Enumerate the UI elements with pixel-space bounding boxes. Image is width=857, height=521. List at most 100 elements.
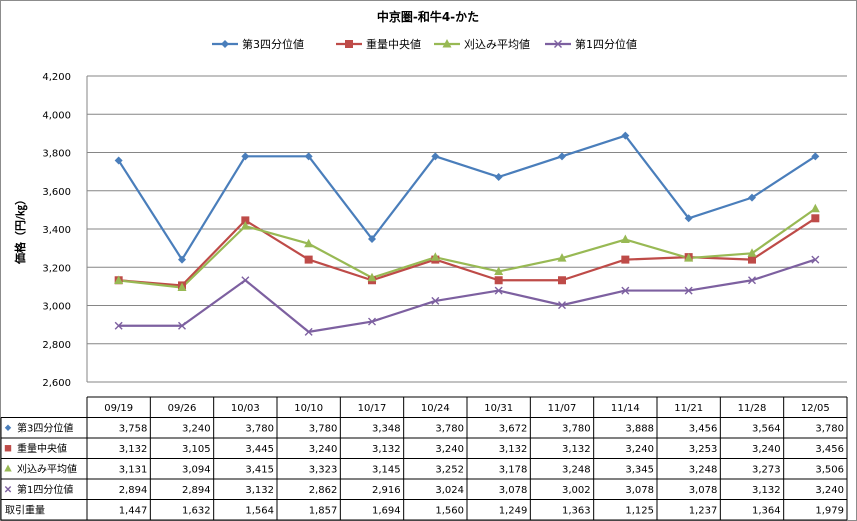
data-point bbox=[177, 282, 187, 292]
data-point bbox=[494, 266, 504, 275]
table-cell: 3,445 bbox=[245, 444, 274, 455]
data-point bbox=[240, 221, 250, 230]
table-cell: 3,105 bbox=[182, 444, 211, 455]
table-cell: 3,132 bbox=[499, 444, 528, 455]
data-point bbox=[494, 286, 503, 295]
data-point bbox=[430, 252, 440, 261]
data-point bbox=[304, 152, 313, 161]
table-cell: 1,125 bbox=[625, 506, 654, 517]
table-cell: 3,240 bbox=[309, 444, 338, 455]
x-tick-label: 12/05 bbox=[801, 403, 830, 414]
data-point bbox=[810, 203, 820, 213]
table-cell: 3,078 bbox=[625, 485, 654, 496]
data-point bbox=[304, 255, 313, 264]
table-row-label: 取引重量 bbox=[5, 504, 45, 517]
table-cell: 1,447 bbox=[119, 506, 148, 517]
data-point bbox=[621, 286, 630, 295]
y-tick-label: 2,800 bbox=[42, 340, 71, 351]
table-cell: 3,564 bbox=[752, 424, 781, 435]
data-point bbox=[114, 156, 123, 165]
table-cell: 3,240 bbox=[182, 424, 211, 435]
data-point bbox=[304, 327, 313, 336]
series-line-1 bbox=[117, 134, 816, 261]
data-point bbox=[368, 234, 376, 243]
table-cell: 1,632 bbox=[182, 506, 211, 517]
data-point bbox=[558, 152, 566, 161]
data-point bbox=[748, 193, 756, 202]
data-point bbox=[684, 253, 694, 262]
table-cell: 3,456 bbox=[815, 444, 844, 455]
table-cell: 3,078 bbox=[499, 485, 528, 496]
data-point bbox=[811, 214, 820, 223]
data-point bbox=[442, 39, 452, 48]
y-tick-label: 3,200 bbox=[42, 263, 71, 274]
x-tick-label: 11/07 bbox=[548, 403, 577, 414]
x-tick-label: 11/14 bbox=[611, 403, 640, 414]
y-tick-label: 4,200 bbox=[42, 72, 71, 83]
data-point bbox=[367, 272, 377, 282]
data-point bbox=[621, 131, 630, 140]
data-point bbox=[557, 253, 567, 262]
data-point bbox=[345, 40, 353, 48]
y-tick-label: 3,800 bbox=[42, 149, 71, 160]
table-cell: 1,363 bbox=[562, 506, 591, 517]
legend-item: 第3四分位値 bbox=[212, 37, 304, 51]
table-cell: 3,002 bbox=[562, 485, 591, 496]
table-cell: 3,780 bbox=[562, 424, 591, 435]
table-cell: 3,273 bbox=[752, 465, 781, 476]
data-point bbox=[178, 255, 186, 264]
table-cell: 3,240 bbox=[625, 444, 654, 455]
legend-label: 第1四分位値 bbox=[575, 37, 637, 51]
data-point bbox=[747, 248, 757, 257]
table-cell: 3,132 bbox=[119, 444, 148, 455]
data-point bbox=[241, 152, 250, 161]
legend-label: 重量中央値 bbox=[366, 37, 421, 51]
data-point bbox=[748, 276, 756, 285]
x-tick-label: 10/10 bbox=[294, 403, 323, 414]
data-point bbox=[431, 152, 440, 161]
table-cell: 1,249 bbox=[499, 506, 528, 517]
table-cell: 3,758 bbox=[119, 424, 148, 435]
legend-item: 重量中央値 bbox=[336, 37, 421, 51]
table-cell: 3,178 bbox=[499, 465, 528, 476]
data-point bbox=[4, 445, 12, 452]
data-point bbox=[558, 301, 566, 310]
data-point bbox=[558, 276, 566, 285]
table-cell: 3,094 bbox=[182, 465, 211, 476]
table-cell: 3,456 bbox=[689, 424, 718, 435]
table-cell: 3,240 bbox=[815, 485, 844, 496]
data-point bbox=[554, 40, 562, 48]
x-tick-label: 09/19 bbox=[104, 403, 133, 414]
data-point bbox=[241, 216, 250, 225]
table-cell: 3,132 bbox=[752, 485, 781, 496]
data-point bbox=[621, 255, 630, 264]
x-tick-label: 10/03 bbox=[231, 403, 260, 414]
table-cell: 1,979 bbox=[815, 506, 844, 517]
table-cell: 1,857 bbox=[309, 506, 338, 517]
legend-label: 刈込み平均値 bbox=[464, 38, 530, 51]
table-cell: 3,253 bbox=[689, 444, 718, 455]
table-cell: 3,780 bbox=[815, 424, 844, 435]
data-point bbox=[4, 424, 12, 431]
table-cell: 3,240 bbox=[752, 444, 781, 455]
data-point bbox=[4, 486, 12, 493]
series-markers bbox=[114, 131, 820, 336]
table-cell: 1,237 bbox=[689, 506, 718, 517]
data-point bbox=[494, 172, 503, 181]
x-tick-label: 10/17 bbox=[358, 403, 387, 414]
y-tick-labels: 2,600 2,800 3,000 3,200 3,400 3,600 3,800 4,000… bbox=[42, 72, 71, 389]
series-line-3 bbox=[118, 207, 816, 289]
data-point bbox=[748, 255, 756, 264]
table-cell: 3,780 bbox=[435, 424, 464, 435]
gridlines bbox=[86, 75, 847, 383]
table-cell: 3,248 bbox=[689, 465, 718, 476]
table-cell: 3,078 bbox=[689, 485, 718, 496]
table-cell: 1,694 bbox=[372, 506, 401, 517]
table-cell: 3,248 bbox=[562, 465, 591, 476]
y-tick-label: 4,000 bbox=[42, 110, 71, 121]
legend-item: 第1四分位値 bbox=[545, 37, 637, 51]
table-cell: 3,780 bbox=[309, 424, 338, 435]
data-point bbox=[4, 464, 12, 472]
data-point bbox=[620, 234, 630, 244]
